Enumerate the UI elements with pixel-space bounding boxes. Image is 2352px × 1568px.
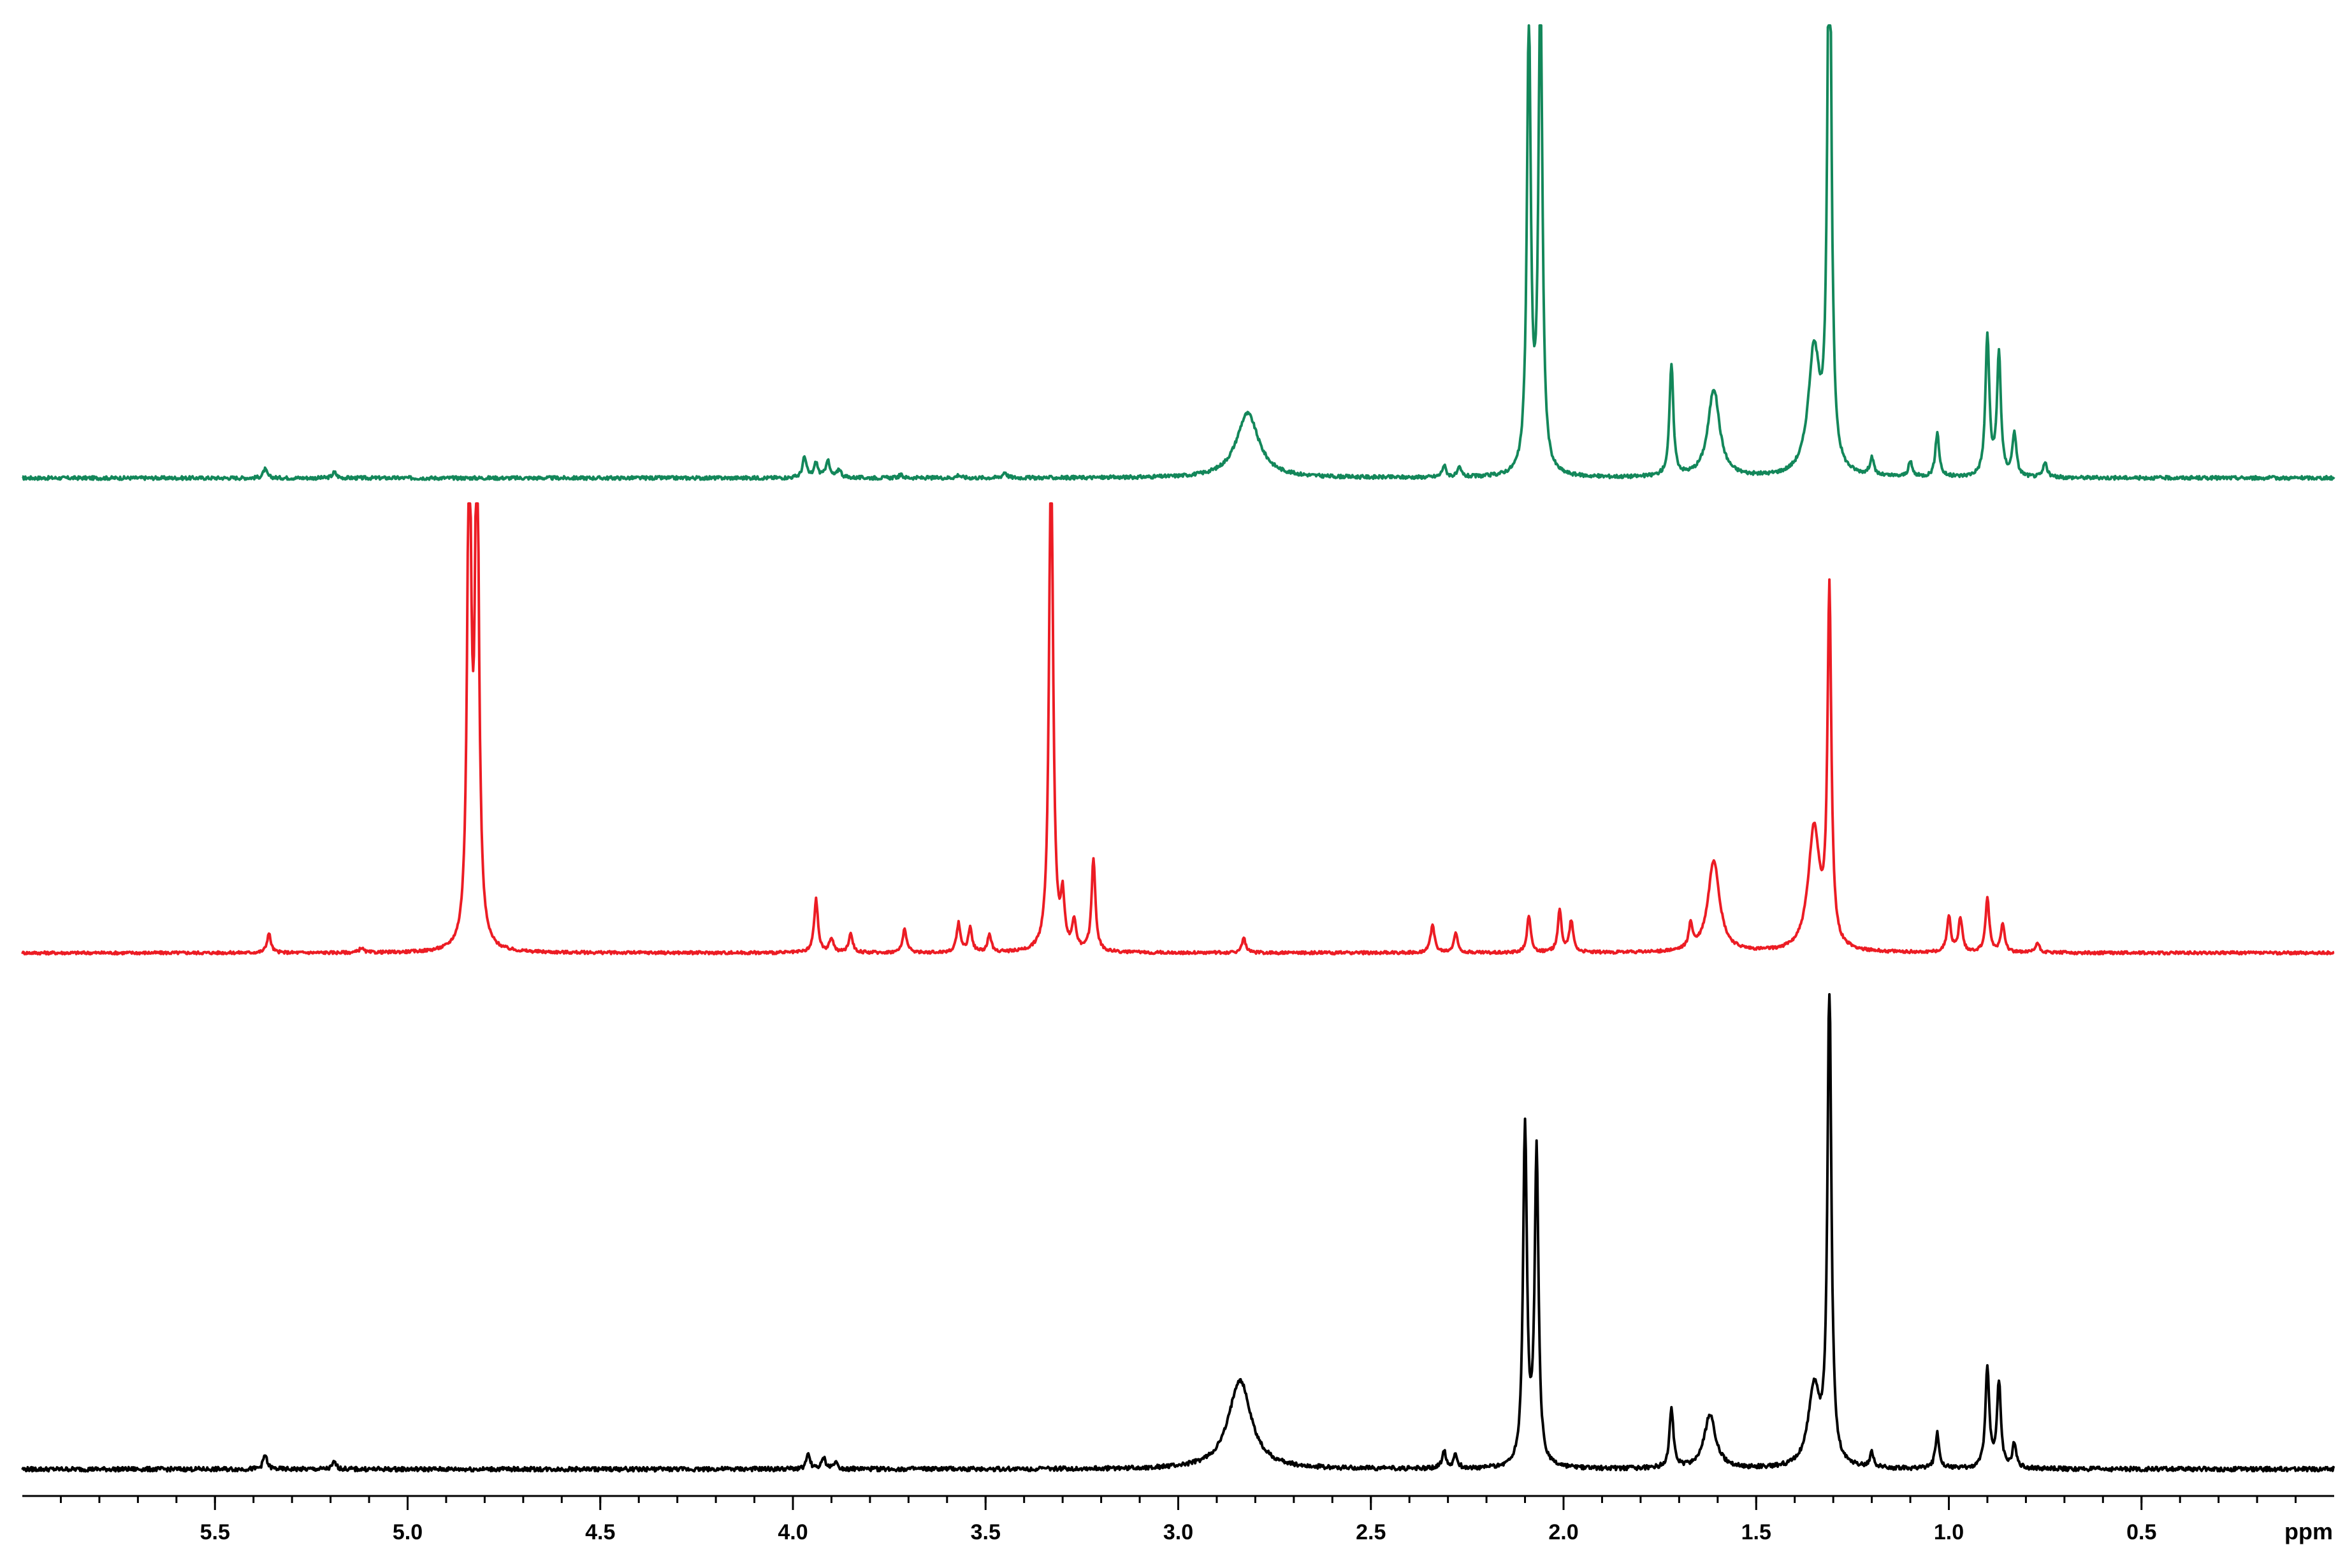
spectrum-trace-middle [21,502,2335,956]
ppm-axis: 5.5 5.0 4.5 4.0 3.5 3.0 2.5 2.0 1.5 1.0 0.5 ppm [22,1495,2334,1544]
spectrum-traces [21,24,2335,1473]
x-tick-label: 0.5 [2126,1520,2156,1544]
x-tick-label: 4.5 [585,1520,615,1544]
x-tick-label: 4.0 [778,1520,808,1544]
major-ticks: 5.5 5.0 4.5 4.0 3.5 3.0 2.5 2.0 1.5 1.0 0.5 [200,1496,2156,1544]
x-tick-label: 1.5 [1741,1520,1771,1544]
x-tick-label: 5.0 [393,1520,423,1544]
x-tick-label: 1.0 [1934,1520,1964,1544]
x-tick-label: 2.5 [1356,1520,1386,1544]
spectrum-trace-bottom [21,993,2335,1473]
spectrum-trace-top [22,24,2335,481]
x-tick-label: 2.0 [1548,1520,1578,1544]
x-axis-unit-label: ppm [2284,1518,2333,1544]
x-tick-label: 3.5 [971,1520,1001,1544]
x-tick-label: 5.5 [200,1520,230,1544]
x-tick-label: 3.0 [1163,1520,1193,1544]
